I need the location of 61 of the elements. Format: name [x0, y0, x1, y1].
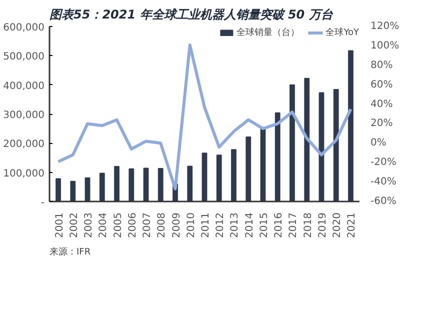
- x-tick-label: 2021: [346, 212, 358, 238]
- x-tick-label: 2009: [171, 212, 182, 238]
- bar: [128, 168, 134, 202]
- x-tick-label: 2014: [244, 212, 256, 238]
- bar: [84, 177, 90, 202]
- x-tick-label: 2012: [215, 212, 226, 238]
- y-tick-label: 400,000: [3, 80, 45, 92]
- x-tick-label: 2013: [230, 212, 241, 238]
- y-tick-label: 100,000: [3, 168, 45, 180]
- x-tick-label: 2003: [84, 212, 95, 238]
- y-tick-label: -: [40, 198, 45, 208]
- bar: [348, 50, 354, 202]
- source-note: 来源：IFR: [50, 246, 91, 258]
- x-tick-label: 2020: [332, 212, 344, 238]
- x-tick-label: 2005: [112, 212, 124, 238]
- bar: [231, 149, 236, 202]
- y2-tick-label: 20%: [370, 118, 393, 130]
- x-tick-label: 2019: [317, 212, 328, 238]
- y2-tick-label: -20%: [370, 157, 396, 168]
- bar: [333, 89, 339, 202]
- legend-label: 全球销量（台）: [236, 26, 300, 39]
- x-tick-label: 2001: [54, 212, 66, 238]
- line-series: [56, 43, 352, 190]
- legend-label: 全球YoY: [326, 26, 359, 39]
- y2-tick-label: 80%: [370, 60, 393, 71]
- x-tick-label: 2016: [274, 212, 285, 238]
- y2-tick-label: -40%: [370, 176, 396, 188]
- x-tick-label: 2006: [127, 212, 138, 238]
- x-tick-label: 2002: [68, 212, 80, 238]
- bar: [56, 178, 61, 202]
- x-tick-label: 2004: [98, 212, 110, 238]
- y2-tick-label: 120%: [370, 21, 400, 32]
- x-tick-label: 2008: [156, 212, 168, 238]
- bar: [216, 154, 222, 202]
- bar: [99, 172, 105, 202]
- y2-tick-label: 0%: [370, 138, 386, 149]
- bar: [246, 136, 252, 202]
- y2-tick-label: 100%: [370, 40, 400, 52]
- y2-tick-label: -60%: [370, 196, 396, 207]
- chart-title: 图表55：2021 年全球工业机器人销量突破 50 万台: [50, 8, 334, 22]
- bar: [202, 152, 208, 202]
- bar: [274, 112, 280, 202]
- bar: [114, 166, 120, 202]
- bar: [158, 168, 164, 202]
- bar: [304, 78, 310, 202]
- y2-tick-label: 40%: [370, 98, 393, 110]
- y-tick-label: 600,000: [3, 22, 45, 34]
- y-tick-label: 300,000: [3, 110, 45, 121]
- x-tick-label: 2017: [288, 212, 300, 238]
- y2-tick-label: 60%: [370, 79, 393, 90]
- x-tick-label: 2011: [200, 212, 212, 238]
- y-tick-label: 500,000: [3, 52, 45, 63]
- bar: [143, 168, 149, 202]
- bar: [70, 180, 76, 202]
- bar: [290, 84, 295, 202]
- bar: [187, 166, 193, 202]
- x-tick-label: 2015: [258, 212, 270, 238]
- x-tick-label: 2018: [302, 212, 314, 238]
- x-tick-label: 2007: [142, 212, 154, 238]
- x-tick-label: 2010: [186, 212, 197, 238]
- y-tick-label: 200,000: [3, 139, 45, 150]
